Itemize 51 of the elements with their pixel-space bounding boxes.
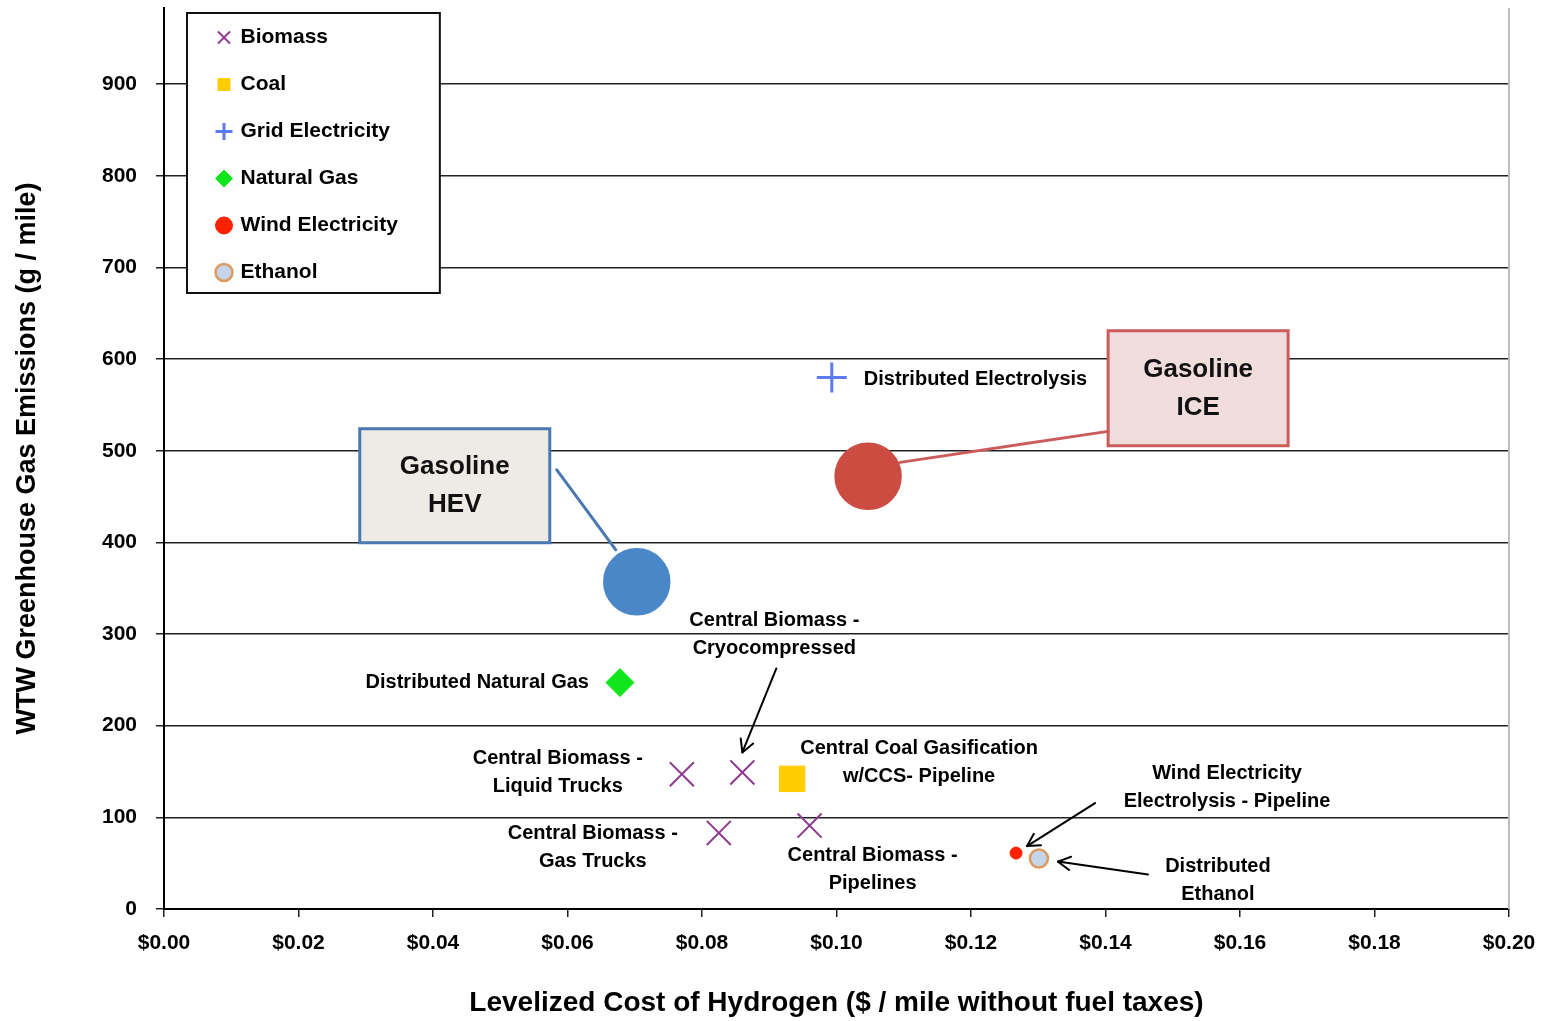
point <box>778 765 806 793</box>
x-tick-label: $0.12 <box>944 930 998 954</box>
y-tick-label: 400 <box>101 529 137 553</box>
legend-label: Ethanol <box>240 259 318 283</box>
annotation: Gasoline ICE <box>1143 352 1254 421</box>
annotation: Wind Electricity Electrolysis - Pipeline <box>1123 760 1331 811</box>
annotation: Distributed Natural Gas <box>365 670 589 693</box>
point <box>605 668 635 698</box>
y-tick-label: 500 <box>101 437 137 461</box>
annotation: Central Biomass - Liquid Trucks <box>472 745 643 796</box>
point <box>668 761 695 788</box>
annotation: Distributed Electrolysis <box>863 366 1088 389</box>
legend-label: Wind Electricity <box>240 212 399 236</box>
point <box>816 362 847 393</box>
y-axis-title: WTW Greenhouse Gas Emissions (g / mile) <box>10 182 41 735</box>
x-tick-label: $0.00 <box>137 930 191 954</box>
legend-label: Coal <box>240 71 287 95</box>
annotation: Central Biomass - Gas Trucks <box>507 821 678 872</box>
x-tick-label: $0.14 <box>1079 930 1133 954</box>
annotation: Central Biomass - Cryocompressed <box>689 607 860 658</box>
point <box>729 759 756 786</box>
y-tick-label: 300 <box>101 620 137 644</box>
y-tick-label: 100 <box>101 804 137 828</box>
point <box>834 442 902 511</box>
x-tick-label: $0.20 <box>1482 930 1536 954</box>
annotation: Central Coal Gasification w/CCS- Pipeline <box>800 736 1039 787</box>
y-tick-label: 200 <box>101 712 137 736</box>
legend-label: Grid Electricity <box>240 118 391 142</box>
point <box>1028 848 1050 869</box>
x-tick-label: $0.04 <box>406 930 460 954</box>
point <box>1009 846 1023 860</box>
point <box>603 548 671 616</box>
y-tick-label: 900 <box>101 70 137 94</box>
legend-label: Biomass <box>240 24 329 48</box>
x-tick-label: $0.16 <box>1213 930 1267 954</box>
legend-label: Natural Gas <box>240 165 359 189</box>
x-tick-label: $0.06 <box>541 930 594 954</box>
y-tick-label: 800 <box>101 162 137 186</box>
y-tick-label: 0 <box>125 895 137 919</box>
y-tick-label: 700 <box>101 254 137 278</box>
annotation: Distributed Ethanol <box>1165 854 1271 905</box>
x-tick-label: $0.10 <box>810 930 863 954</box>
annotation: Gasoline HEV <box>399 449 510 518</box>
x-tick-label: $0.02 <box>272 930 325 954</box>
x-axis-title: Levelized Cost of Hydrogen ($ / mile without fuel taxes) <box>469 985 1204 1017</box>
x-tick-label: $0.08 <box>675 930 729 954</box>
annotation: Central Biomass - Pipelines <box>787 843 958 894</box>
x-tick-label: $0.18 <box>1348 930 1402 954</box>
point <box>796 812 823 839</box>
y-tick-label: 600 <box>101 345 137 369</box>
point <box>705 819 732 846</box>
